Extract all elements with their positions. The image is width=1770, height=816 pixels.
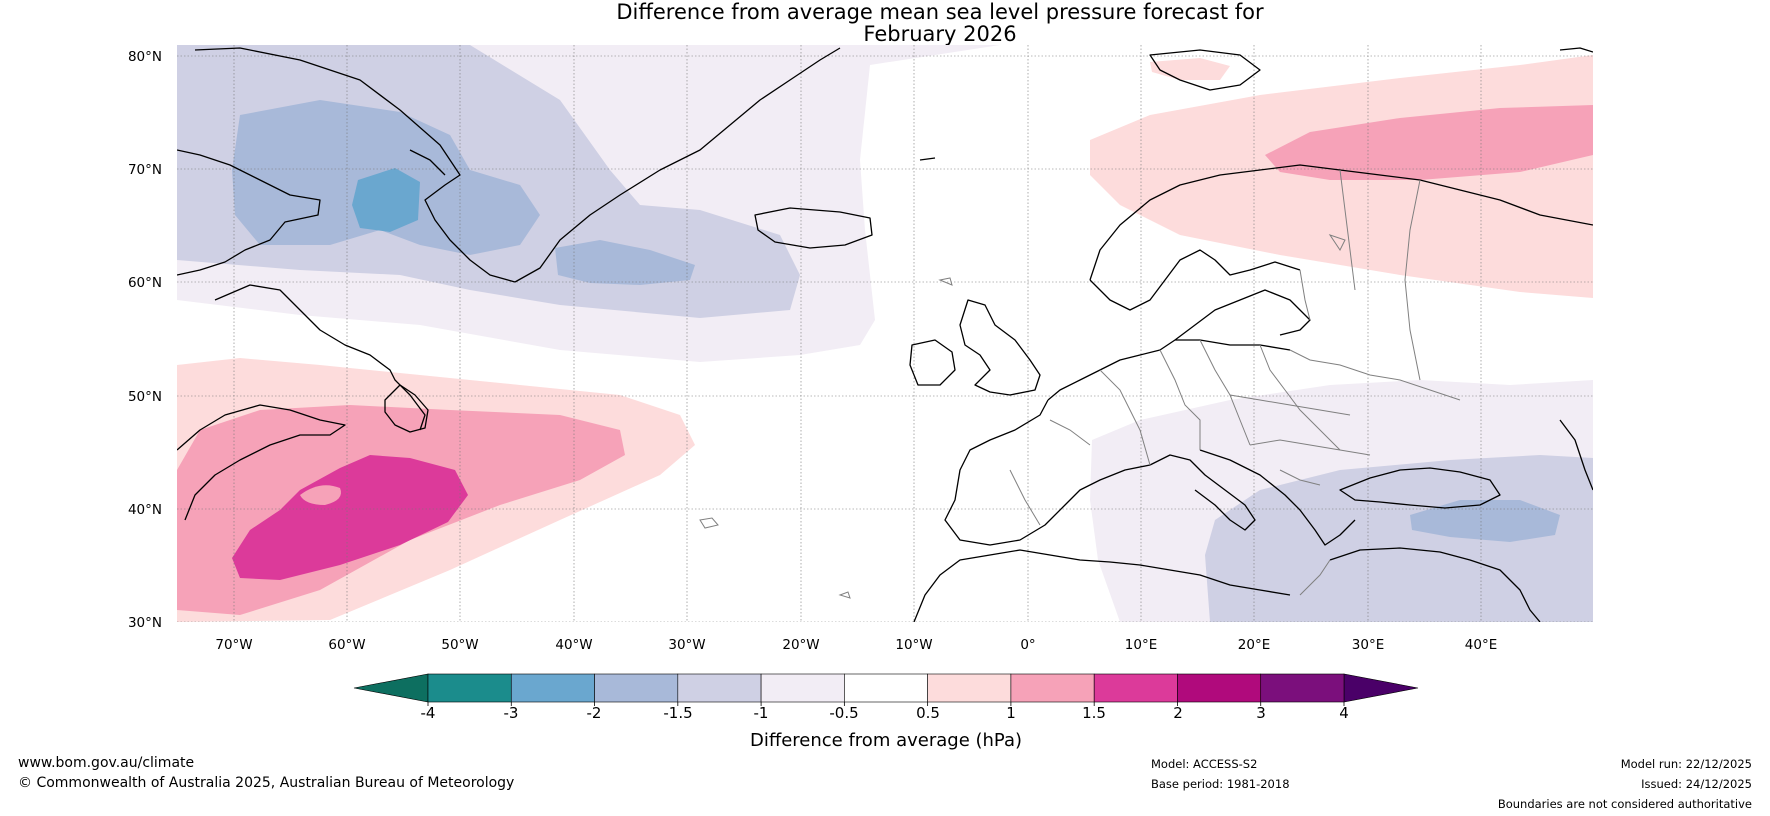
anomaly-region-pos-1.5-west	[232, 455, 468, 580]
colorbar-segment	[844, 673, 928, 703]
colorbar-segment	[594, 673, 679, 703]
colorbar-tick-label: 1.5	[1082, 704, 1106, 722]
graticule	[177, 45, 1593, 622]
colorbar-tick-label: 3	[1256, 704, 1266, 722]
anomaly-region-neg-1.5-med	[1410, 500, 1560, 542]
coast-iberia	[944, 399, 1151, 546]
colorbar-tick-label: -1	[754, 704, 769, 722]
coast-ireland	[909, 339, 956, 386]
website-link[interactable]: www.bom.gov.au/climate	[18, 755, 195, 771]
colorbar-segment	[1260, 673, 1345, 703]
lon-label: 50°W	[441, 637, 478, 653]
lon-label: 40°E	[1465, 637, 1497, 653]
coast-africa-north	[913, 549, 1291, 622]
coast-novaya-zemlya	[1559, 47, 1593, 53]
colorbar-tick-label: 1	[1006, 704, 1016, 722]
map-title-line1: Difference from average mean sea level p…	[616, 0, 1264, 24]
colorbar-tick-label: 4	[1339, 704, 1349, 722]
colorbar-segment	[1177, 673, 1262, 703]
coast-labrador	[214, 284, 426, 431]
lat-label: 60°N	[128, 275, 162, 291]
anomaly-region-neg-2	[352, 168, 420, 232]
disclaimer-text: Boundaries are not considered authoritat…	[1497, 797, 1752, 811]
base-period-text: Base period: 1981-2018	[1151, 777, 1290, 791]
lat-label: 80°N	[128, 49, 162, 65]
colorbar-title: Difference from average (hPa)	[750, 730, 1022, 751]
coastlines	[177, 47, 1593, 622]
lat-label: 30°N	[128, 615, 162, 631]
issued-text: Issued: 24/12/2025	[1641, 777, 1752, 791]
coast-baffin	[177, 149, 321, 276]
anomaly-region-pos-1-west-hole	[300, 485, 341, 505]
lakes	[699, 234, 1346, 599]
longitude-labels: 70°W 60°W 50°W 40°W 30°W 20°W 10°W 0° 10…	[215, 637, 1497, 653]
coast-turkey-levant	[1329, 547, 1541, 622]
coast-svalbard	[1149, 49, 1261, 91]
coast-nova-scotia	[177, 404, 346, 521]
model-run-text: Model run: 22/12/2025	[1620, 757, 1752, 771]
colorbar-segment	[1010, 673, 1095, 703]
coast-balkans	[1199, 449, 1356, 546]
country-borders	[1009, 169, 1461, 596]
lon-label: 30°W	[668, 637, 705, 653]
colorbar-over-arrow	[1343, 673, 1419, 703]
lon-label: 30°E	[1352, 637, 1384, 653]
map-title-line2: February 2026	[863, 22, 1017, 46]
anomaly-region-pos-1-north	[1265, 105, 1593, 180]
colorbar-segment	[510, 673, 595, 703]
coast-iceland	[754, 207, 873, 249]
colorbar-tick-label: 2	[1173, 704, 1183, 722]
colorbar-segment	[1093, 673, 1178, 703]
colorbar-segment	[677, 673, 762, 703]
colorbar-tick-label: -3	[504, 704, 519, 722]
colorbar-tick-label: -0.5	[829, 704, 858, 722]
coast-jan-mayen	[919, 157, 936, 161]
coast-caspian	[1559, 419, 1593, 491]
lon-label: 60°W	[328, 637, 365, 653]
coast-greenland-west	[194, 47, 516, 283]
coast-scandinavia	[1089, 164, 1593, 281]
colorbar-tick-label: 0.5	[916, 704, 940, 722]
lon-label: 0°	[1020, 637, 1035, 653]
colorbar-under-arrow	[353, 673, 429, 703]
lat-label: 50°N	[128, 389, 162, 405]
lon-label: 10°W	[895, 637, 932, 653]
coast-greenland-east	[514, 47, 841, 283]
anomaly-region-neg-1.5-atlantic	[555, 240, 695, 285]
copyright-text: © Commonwealth of Australia 2025, Austra…	[18, 775, 515, 791]
lon-label: 70°W	[215, 637, 252, 653]
lon-label: 10°E	[1125, 637, 1157, 653]
colorbar-segment	[927, 673, 1012, 703]
coast-black-sea	[1339, 467, 1501, 509]
colorbar-tick-label: -2	[587, 704, 602, 722]
lat-label: 70°N	[128, 162, 162, 178]
latitude-labels: 80°N 70°N 60°N 50°N 40°N 30°N	[128, 49, 162, 631]
coast-europe-west	[1047, 339, 1291, 401]
colorbar-segment	[760, 673, 845, 703]
coast-uk	[959, 299, 1041, 396]
lon-label: 40°W	[555, 637, 592, 653]
coast-norway-south	[1089, 249, 1301, 311]
lat-label: 40°N	[128, 502, 162, 518]
coast-baltic	[1174, 289, 1311, 341]
colorbar-tick-label: -4	[421, 704, 436, 722]
colorbar: -4 -3 -2 -1.5 -1 -0.5 0.5 1 1.5 2 3 4 Di…	[353, 673, 1419, 751]
coast-italy	[1149, 454, 1256, 531]
lon-label: 20°W	[782, 637, 819, 653]
coast-greenland-west-detail	[409, 149, 446, 176]
map-area	[177, 45, 1593, 622]
model-text: Model: ACCESS-S2	[1151, 757, 1258, 771]
coast-newfoundland	[384, 384, 429, 433]
lon-label: 20°E	[1238, 637, 1270, 653]
colorbar-tick-label: -1.5	[663, 704, 692, 722]
colorbar-segment	[427, 673, 512, 703]
